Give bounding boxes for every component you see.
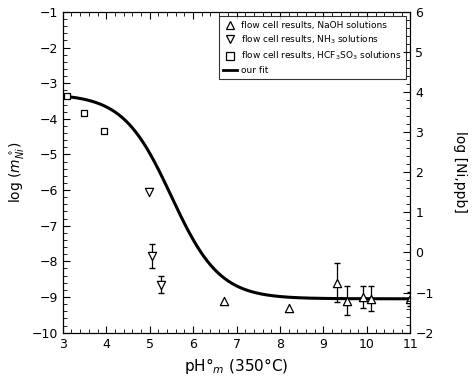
Point	[344, 298, 351, 304]
Point	[367, 296, 375, 302]
Point	[285, 304, 292, 311]
Point	[148, 253, 155, 259]
Point	[100, 128, 108, 134]
Point	[157, 282, 164, 288]
Point	[333, 280, 340, 286]
Point	[64, 93, 71, 99]
Point	[359, 294, 366, 300]
Point	[81, 110, 88, 116]
Point	[220, 298, 228, 304]
Y-axis label: log ($m^\circ_{Ni}$): log ($m^\circ_{Ni}$)	[7, 141, 26, 203]
Point	[145, 189, 153, 195]
Y-axis label: log [Ni,ppb]: log [Ni,ppb]	[453, 131, 467, 213]
Legend: flow cell results, NaOH solutions, flow cell results, NH$_3$ solutions, flow cel: flow cell results, NaOH solutions, flow …	[219, 16, 406, 79]
X-axis label: pH°$_m$ (350°C): pH°$_m$ (350°C)	[184, 356, 289, 376]
Point	[407, 296, 414, 302]
